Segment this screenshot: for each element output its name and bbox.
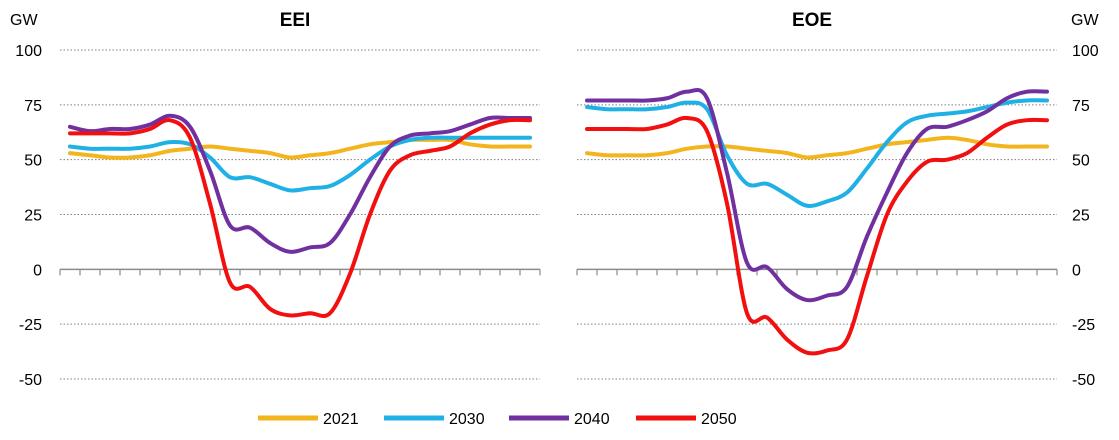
series-line-eoe-2040: [585, 87, 1049, 303]
legend-item-2030: 2030: [384, 411, 485, 428]
series-line-eei-2021: [68, 137, 532, 160]
y-tick-label-eoe-3: 25: [1072, 208, 1090, 225]
series-line-eoe-2050: [585, 115, 1049, 356]
legend-label-2030: 2030: [449, 411, 485, 428]
legend-label-2050: 2050: [701, 411, 737, 428]
y-tick-label-eoe-1: 75: [1072, 98, 1090, 115]
y-tick-label-eei-6: -50: [19, 372, 42, 389]
legend-item-2040: 2040: [509, 411, 610, 428]
panel-title-eoe: EOE: [792, 10, 832, 31]
axis-layer: [59, 268, 1058, 276]
y-tick-label-eei-2: 50: [24, 153, 42, 170]
series-line-eoe-2021: [585, 135, 1049, 160]
panel-title-eei: EEI: [280, 10, 311, 31]
series-line-eoe-2030: [585, 98, 1049, 208]
y-tick-label-eei-0: 100: [15, 43, 42, 60]
legend-item-2021: 2021: [258, 411, 359, 428]
series-line-eei-2040: [68, 113, 532, 254]
y-tick-label-eoe-2: 50: [1072, 153, 1090, 170]
series-line-eei-2050: [68, 117, 532, 318]
legend-label-2040: 2040: [574, 411, 610, 428]
y-tick-label-eei-4: 0: [33, 262, 42, 279]
y-tick-label-eoe-5: -25: [1072, 317, 1095, 334]
y-tick-label-eoe-0: 100: [1072, 43, 1099, 60]
series-layer: [68, 87, 1049, 356]
legend-item-2050: 2050: [636, 411, 737, 428]
tick-label-layer: 100 75 50 25 0 -25 -50 100 75 50 25 0 -25 -50: [15, 43, 1099, 389]
y-tick-label-eoe-6: -50: [1072, 372, 1095, 389]
y-tick-label-eei-3: 25: [24, 208, 42, 225]
series-line-eei-2030: [68, 135, 532, 193]
right-unit-label: GW: [1071, 12, 1099, 29]
y-tick-label-eoe-4: 0: [1072, 262, 1081, 279]
grid-layer: [60, 49, 1057, 380]
y-tick-label-eei-1: 75: [24, 98, 42, 115]
legend: 2021 2030 2040 2050: [258, 411, 737, 428]
left-unit-label: GW: [10, 12, 38, 29]
y-tick-label-eei-5: -25: [19, 317, 42, 334]
legend-label-2021: 2021: [323, 411, 359, 428]
